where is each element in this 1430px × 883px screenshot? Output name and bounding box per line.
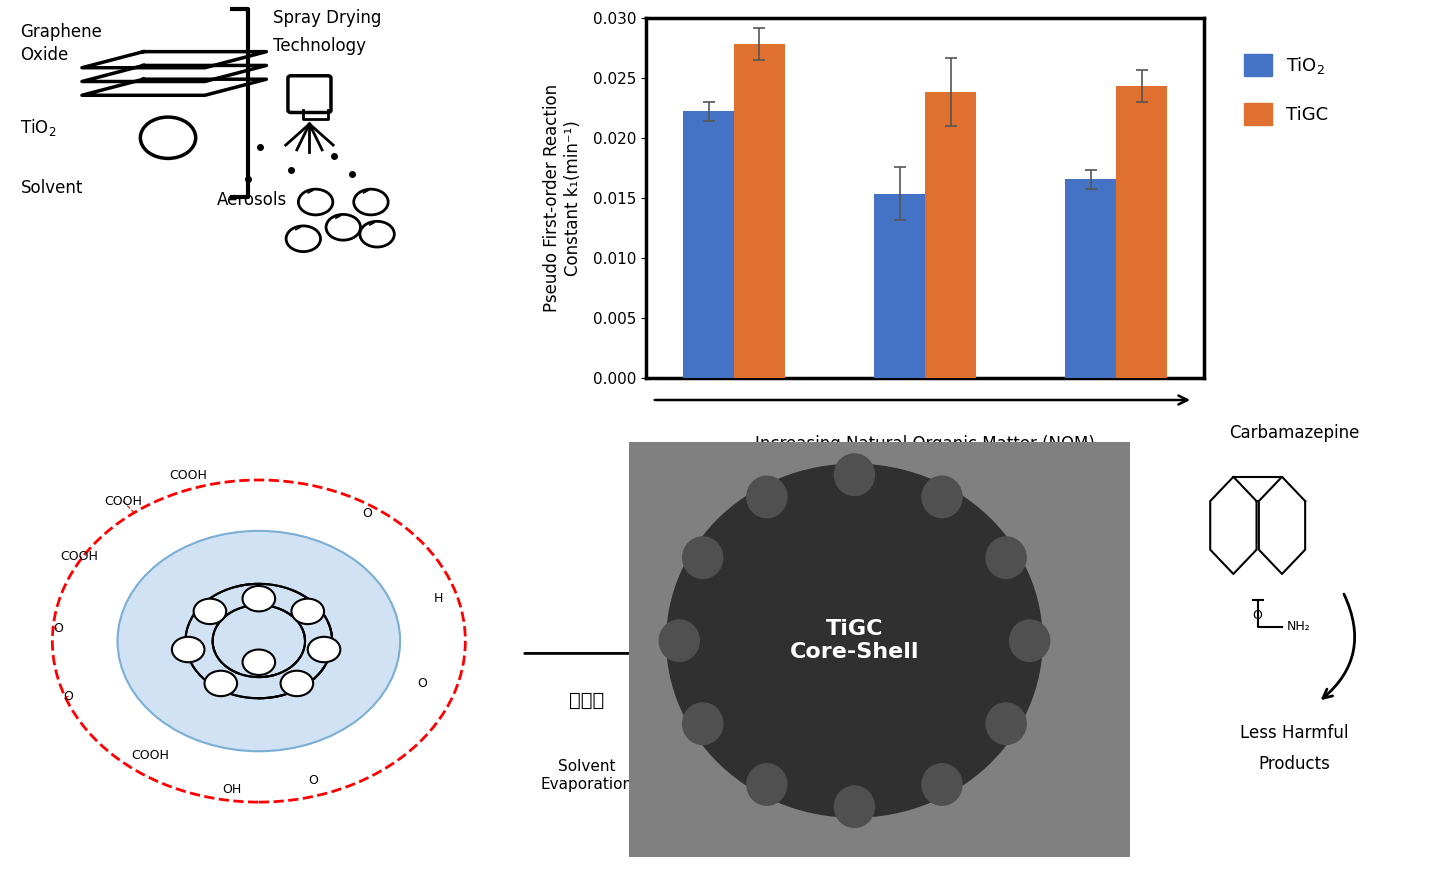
Y-axis label: Pseudo First-order Reaction
Constant k₁(min⁻¹): Pseudo First-order Reaction Constant k₁(… [543,84,582,312]
Ellipse shape [835,786,874,827]
Text: COOH: COOH [169,469,207,482]
Circle shape [243,650,275,675]
Circle shape [307,637,340,662]
Circle shape [204,671,237,696]
Bar [734,44,785,378]
Bar [1117,87,1167,378]
Circle shape [117,531,400,751]
Circle shape [172,637,204,662]
Bar [925,92,977,378]
Text: TiO$_2$: TiO$_2$ [20,117,57,138]
Text: Spray Drying: Spray Drying [273,9,380,27]
Ellipse shape [666,464,1042,817]
Text: Increasing Natural Organic Matter (NOM): Increasing Natural Organic Matter (NOM) [755,435,1095,453]
Ellipse shape [987,703,1027,744]
Text: Aerosols: Aerosols [217,191,287,208]
Ellipse shape [746,476,787,517]
Circle shape [292,599,325,624]
Text: H: H [433,592,443,605]
Text: Products: Products [1258,755,1330,773]
Text: Carbamazepine: Carbamazepine [1228,424,1360,442]
Ellipse shape [922,764,962,805]
Legend: TiO$_2$, TiGC: TiO$_2$, TiGC [1236,45,1337,134]
Ellipse shape [682,703,722,744]
Text: COOH: COOH [132,749,169,762]
Bar [1065,179,1117,378]
Text: O: O [64,690,73,703]
Ellipse shape [659,620,699,661]
Bar [684,111,734,378]
Text: Oxide: Oxide [20,46,69,64]
Text: Technology: Technology [273,37,366,55]
Ellipse shape [835,454,875,495]
Text: O: O [418,677,426,690]
Text: Less Harmful: Less Harmful [1240,724,1348,742]
Text: O: O [1253,609,1263,623]
Bar [874,193,925,378]
Text: Solvent
Evaporation: Solvent Evaporation [541,759,632,792]
FancyBboxPatch shape [287,76,330,112]
Text: Solvent: Solvent [20,179,83,197]
Circle shape [193,599,226,624]
Text: O: O [363,508,372,520]
Text: 🔥🔥🔥: 🔥🔥🔥 [569,691,603,710]
Text: NH₂: NH₂ [1287,621,1311,633]
Circle shape [243,586,275,611]
Ellipse shape [682,537,722,578]
Text: O: O [53,622,63,635]
Text: O: O [309,774,317,788]
Text: OH: OH [222,783,242,796]
Text: Graphene: Graphene [20,23,103,41]
Ellipse shape [987,537,1027,578]
Text: COOH: COOH [60,550,99,562]
Ellipse shape [1010,620,1050,661]
Text: TiGC
Core-Shell: TiGC Core-Shell [789,619,919,662]
Ellipse shape [746,764,787,805]
Ellipse shape [922,476,962,517]
Text: COOH: COOH [104,494,142,508]
Circle shape [280,671,313,696]
